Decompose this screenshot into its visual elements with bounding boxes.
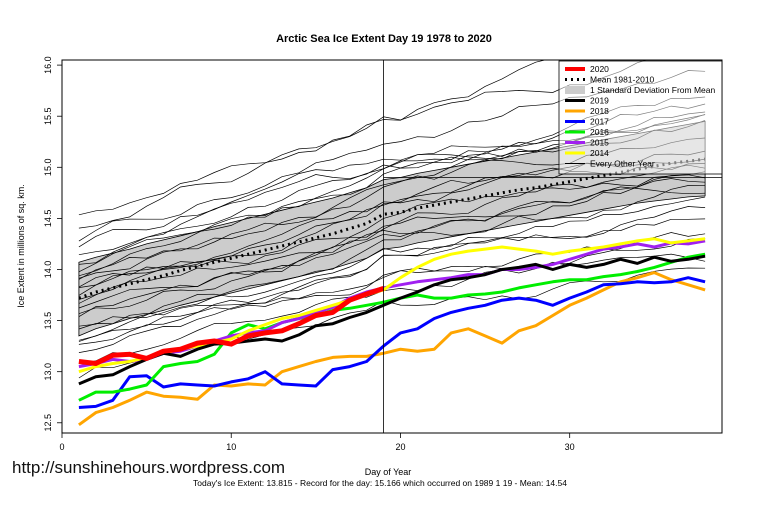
- historical-year-line: [78, 206, 706, 341]
- legend-label: 1 Standard Deviation From Mean: [590, 85, 715, 95]
- series-line-2017: [78, 276, 706, 409]
- x-axis-label: Day of Year: [365, 467, 412, 477]
- series-line-2018: [78, 271, 706, 427]
- y-tick-label: 15.5: [43, 107, 53, 125]
- legend-label: 2014: [590, 148, 609, 158]
- legend-label: Every Other Year: [590, 159, 655, 169]
- chart-title: Arctic Sea Ice Extent Day 19 1978 to 202…: [276, 33, 492, 45]
- legend-label: 2016: [590, 127, 609, 137]
- historical-year-line: [78, 60, 547, 216]
- legend-label: 2017: [590, 117, 609, 127]
- historical-year-line: [78, 253, 706, 365]
- historical-year-line: [78, 174, 706, 309]
- y-tick-label: 14.0: [43, 261, 53, 279]
- legend-box: [558, 60, 723, 175]
- x-tick-label: 10: [226, 442, 236, 452]
- footer-summary: Today's Ice Extent: 13.815 - Record for …: [193, 478, 567, 488]
- x-tick-label: 0: [59, 442, 64, 452]
- y-tick-label: 14.5: [43, 210, 53, 228]
- legend-label: 2019: [590, 96, 609, 106]
- y-tick-label: 13.5: [43, 312, 53, 330]
- watermark-url: http://sunshinehours.wordpress.com: [12, 458, 286, 477]
- x-tick-label: 30: [565, 442, 575, 452]
- legend-label: 2015: [590, 138, 609, 148]
- historical-year-line: [78, 164, 706, 304]
- historical-year-line: [78, 184, 706, 327]
- legend-label: Mean 1981-2010: [590, 75, 655, 85]
- y-tick-label: 16.0: [43, 56, 53, 74]
- legend-label: 2020: [590, 64, 609, 74]
- legend-swatch: [565, 86, 585, 94]
- series-line-2020: [78, 286, 385, 366]
- y-tick-label: 13.0: [43, 363, 53, 381]
- legend-label: 2018: [590, 106, 609, 116]
- y-tick-label: 12.5: [43, 414, 53, 432]
- historical-year-line: [78, 232, 706, 345]
- y-axis-label: Ice Extent in millions of sq. km.: [16, 184, 26, 308]
- x-tick-label: 20: [395, 442, 405, 452]
- plot-frame: [61, 59, 723, 434]
- std-dev-band: [78, 120, 706, 337]
- historical-year-line: [78, 171, 706, 315]
- series-line-mean-1981-2010: [78, 157, 706, 300]
- y-tick-label: 15.0: [43, 159, 53, 177]
- series-line-2019: [78, 254, 706, 386]
- historical-year-line: [78, 186, 706, 318]
- historical-year-line: [78, 196, 706, 330]
